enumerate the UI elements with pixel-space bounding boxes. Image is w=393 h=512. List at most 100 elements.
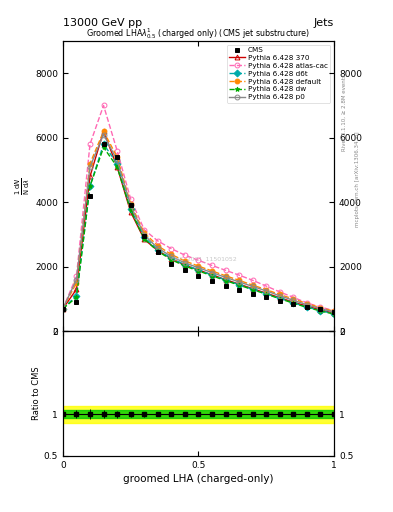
- Pythia 6.428 dw: [88, 183, 92, 189]
- Pythia 6.428 atlas-cac: [305, 300, 309, 306]
- Pythia 6.428 atlas-cac: [142, 227, 147, 233]
- CMS: [156, 249, 160, 255]
- Pythia 6.428 atlas-cac: [223, 267, 228, 273]
- Pythia 6.428 atlas-cac: [318, 304, 323, 310]
- Pythia 6.428 default: [332, 308, 336, 314]
- Y-axis label: Ratio to CMS: Ratio to CMS: [32, 367, 41, 420]
- Text: Jets: Jets: [314, 18, 334, 28]
- CMS: [74, 299, 79, 305]
- CMS: [210, 278, 215, 284]
- Pythia 6.428 370: [142, 236, 147, 242]
- Pythia 6.428 d6t: [318, 308, 323, 314]
- Pythia 6.428 atlas-cac: [129, 196, 133, 202]
- Pythia 6.428 370: [318, 307, 323, 313]
- Pythia 6.428 default: [291, 296, 296, 302]
- Pythia 6.428 atlas-cac: [61, 306, 65, 312]
- CMS: [277, 297, 282, 304]
- Pythia 6.428 dw: [74, 294, 79, 301]
- Pythia 6.428 atlas-cac: [237, 272, 241, 278]
- Pythia 6.428 d6t: [156, 247, 160, 253]
- Pythia 6.428 p0: [88, 164, 92, 170]
- Pythia 6.428 dw: [196, 268, 201, 274]
- Pythia 6.428 d6t: [291, 300, 296, 306]
- Pythia 6.428 atlas-cac: [264, 283, 269, 289]
- Pythia 6.428 default: [223, 273, 228, 279]
- CMS: [142, 233, 147, 239]
- Pythia 6.428 default: [210, 268, 215, 274]
- Pythia 6.428 dw: [223, 278, 228, 284]
- Pythia 6.428 p0: [115, 157, 119, 163]
- Pythia 6.428 p0: [210, 269, 215, 275]
- Pythia 6.428 p0: [101, 132, 106, 138]
- Pythia 6.428 d6t: [169, 255, 174, 262]
- Pythia 6.428 p0: [237, 279, 241, 285]
- Pythia 6.428 370: [156, 248, 160, 254]
- Pythia 6.428 370: [129, 209, 133, 215]
- Pythia 6.428 d6t: [264, 291, 269, 297]
- Pythia 6.428 dw: [142, 236, 147, 242]
- Pythia 6.428 atlas-cac: [74, 273, 79, 280]
- Title: Groomed LHA$\lambda^{1}_{0.5}$ (charged only) (CMS jet substructure): Groomed LHA$\lambda^{1}_{0.5}$ (charged …: [86, 26, 310, 41]
- Pythia 6.428 default: [318, 305, 323, 311]
- Pythia 6.428 p0: [61, 306, 65, 312]
- Pythia 6.428 atlas-cac: [210, 262, 215, 268]
- Pythia 6.428 atlas-cac: [115, 147, 119, 154]
- Pythia 6.428 atlas-cac: [169, 246, 174, 252]
- Pythia 6.428 370: [237, 281, 241, 287]
- Pythia 6.428 d6t: [237, 282, 241, 288]
- Text: Rivet 3.1.10, ≥ 2.8M events: Rivet 3.1.10, ≥ 2.8M events: [342, 74, 346, 151]
- Pythia 6.428 d6t: [332, 311, 336, 317]
- CMS: [291, 301, 296, 307]
- CMS: [169, 261, 174, 267]
- Pythia 6.428 default: [61, 306, 65, 312]
- Pythia 6.428 d6t: [305, 304, 309, 310]
- Pythia 6.428 370: [183, 262, 187, 268]
- Pythia 6.428 370: [169, 255, 174, 262]
- Pythia 6.428 dw: [318, 308, 323, 314]
- Pythia 6.428 p0: [142, 232, 147, 238]
- Pythia 6.428 dw: [277, 295, 282, 302]
- Pythia 6.428 atlas-cac: [291, 294, 296, 301]
- Text: CMS_2021_11501052: CMS_2021_11501052: [171, 256, 237, 262]
- Pythia 6.428 p0: [277, 293, 282, 299]
- Pythia 6.428 dw: [305, 304, 309, 310]
- Pythia 6.428 dw: [115, 164, 119, 170]
- Pythia 6.428 370: [223, 276, 228, 283]
- Pythia 6.428 d6t: [196, 267, 201, 273]
- Pythia 6.428 dw: [156, 248, 160, 254]
- Y-axis label: $\frac{1}{\mathrm{N}}\frac{\mathrm{d}N}{\mathrm{d}\lambda}$: $\frac{1}{\mathrm{N}}\frac{\mathrm{d}N}{…: [14, 177, 32, 195]
- CMS: [88, 193, 92, 199]
- CMS: [332, 309, 336, 315]
- CMS: [305, 304, 309, 310]
- Pythia 6.428 dw: [183, 263, 187, 269]
- Pythia 6.428 default: [196, 263, 201, 269]
- Pythia 6.428 atlas-cac: [88, 141, 92, 147]
- Pythia 6.428 p0: [74, 276, 79, 283]
- Pythia 6.428 dw: [237, 282, 241, 288]
- Pythia 6.428 p0: [156, 245, 160, 251]
- Pythia 6.428 d6t: [74, 293, 79, 299]
- Line: CMS: CMS: [61, 142, 336, 314]
- Line: Pythia 6.428 dw: Pythia 6.428 dw: [61, 145, 336, 316]
- Legend: CMS, Pythia 6.428 370, Pythia 6.428 atlas-cac, Pythia 6.428 d6t, Pythia 6.428 de: CMS, Pythia 6.428 370, Pythia 6.428 atla…: [227, 45, 331, 103]
- Pythia 6.428 p0: [332, 309, 336, 315]
- Pythia 6.428 dw: [101, 144, 106, 151]
- Pythia 6.428 p0: [264, 288, 269, 294]
- Pythia 6.428 dw: [129, 207, 133, 214]
- Pythia 6.428 p0: [129, 202, 133, 208]
- Pythia 6.428 370: [210, 272, 215, 278]
- Pythia 6.428 d6t: [61, 306, 65, 312]
- Line: Pythia 6.428 d6t: Pythia 6.428 d6t: [61, 142, 336, 316]
- Pythia 6.428 dw: [264, 291, 269, 297]
- Pythia 6.428 default: [129, 201, 133, 207]
- Pythia 6.428 370: [101, 128, 106, 134]
- Text: 13000 GeV pp: 13000 GeV pp: [63, 18, 142, 28]
- CMS: [129, 202, 133, 208]
- Pythia 6.428 atlas-cac: [196, 257, 201, 263]
- Pythia 6.428 p0: [169, 253, 174, 260]
- CMS: [101, 141, 106, 147]
- Pythia 6.428 default: [277, 291, 282, 297]
- Pythia 6.428 atlas-cac: [183, 252, 187, 258]
- Pythia 6.428 370: [115, 164, 119, 170]
- Pythia 6.428 d6t: [210, 272, 215, 278]
